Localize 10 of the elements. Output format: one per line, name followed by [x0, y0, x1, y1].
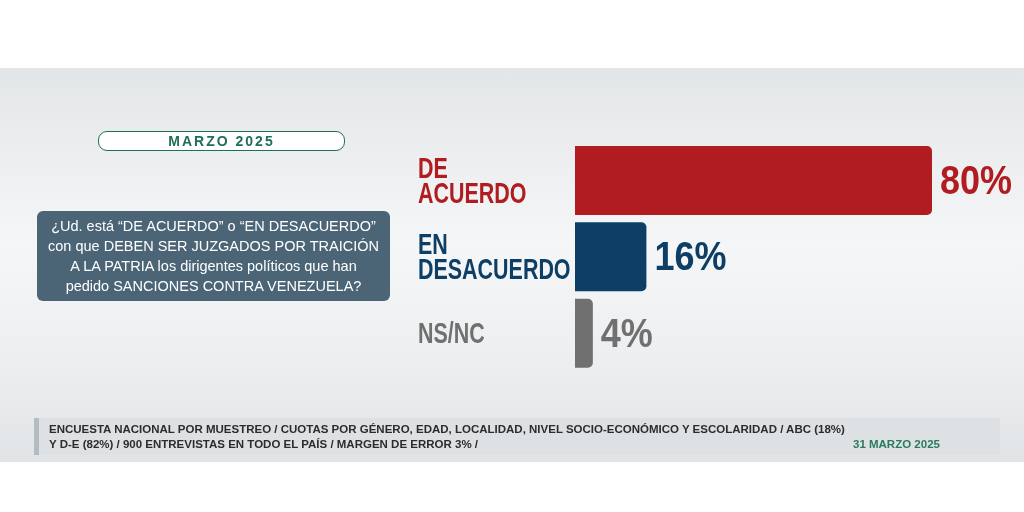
y-tick-label: NS/NC: [418, 316, 485, 349]
data-label: 80%: [940, 158, 1013, 203]
text: 31 MARZO 2025: [853, 437, 940, 452]
text: ENCUESTA NACIONAL POR MUESTREO / CUOTAS POR GÉNERO, EDAD, LOCALIDAD, NIVEL SOCIO-ECONÓMICO Y ESCOLARIDAD / ABC (18%) Y D-E (82%) / 900 ENTREVISTAS EN TODO EL PAÍS / MARGEN DE ERROR 3% /: [49, 422, 846, 452]
data-label: 4%: [600, 311, 653, 356]
y-tick-label: DE ACUERDO: [418, 151, 527, 209]
y-tick-label: EN DESACUERDO: [418, 228, 571, 285]
data-label: 16%: [654, 234, 727, 279]
text: MARZO 2025: [98, 131, 345, 151]
text: ¿Ud. está “DE ACUERDO” o “EN DESACUERDO” con que DEBEN SER JUZGADOS POR TRAICIÓN A LA PATRIA los dirigentes políticos que han pedido SANCIONES CONTRA VENEZUELA?: [47, 217, 380, 296]
